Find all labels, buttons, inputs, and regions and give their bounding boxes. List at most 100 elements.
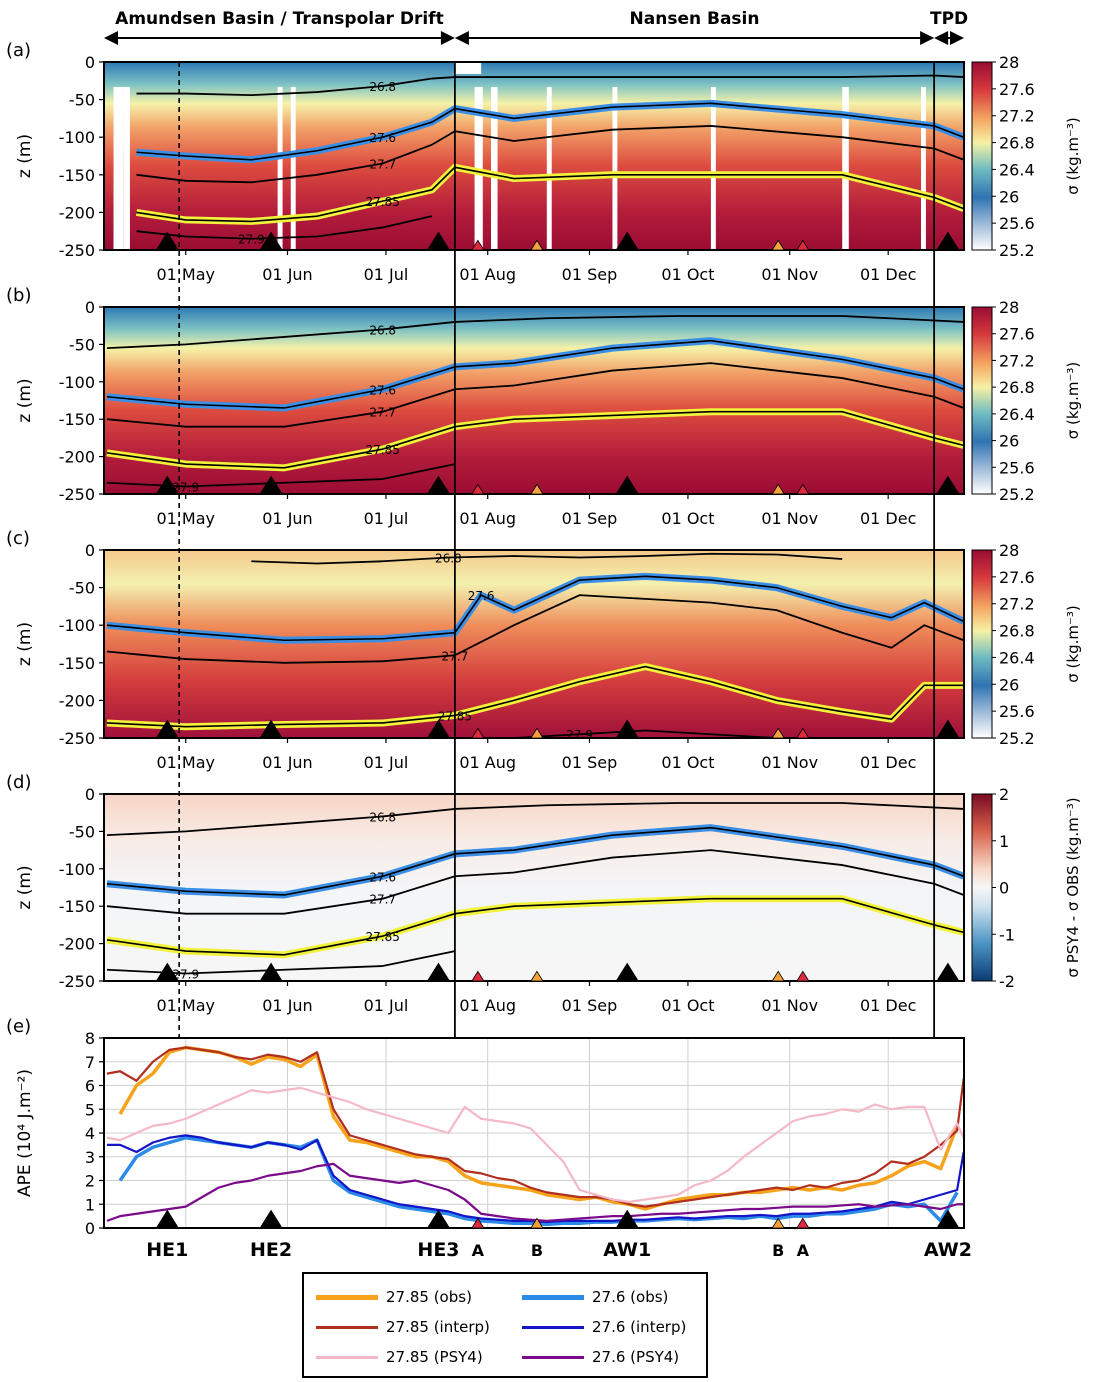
x-tick-label: 01 Jun <box>262 996 312 1015</box>
y-axis-label: z (m) <box>15 622 35 666</box>
contour-label: 27.6 <box>369 383 396 397</box>
event-marker <box>936 962 960 982</box>
contour-label: 27.6 <box>369 131 396 145</box>
isopycnal-27.7 <box>106 362 964 428</box>
panel-tag: (d) <box>6 772 31 793</box>
x-tick-label: 01 Oct <box>661 753 714 772</box>
event-marker <box>771 483 785 495</box>
panel-tag: (b) <box>6 285 31 306</box>
y-axis-label: z (m) <box>15 134 35 178</box>
contour-label: 27.85 <box>365 443 399 457</box>
isopycnal-line <box>106 897 964 956</box>
colorbar <box>971 306 993 495</box>
x-tick-label: 01 Jul <box>364 753 409 772</box>
event-marker <box>771 1217 785 1229</box>
data-gap <box>842 87 849 250</box>
isopycnal-line <box>106 826 964 896</box>
event-label: B <box>531 1241 543 1260</box>
panel-tag: (c) <box>6 528 30 549</box>
region-arrow-head <box>920 31 935 45</box>
colorbar-tick-label: 25.2 <box>999 729 1035 748</box>
data-gap <box>491 87 498 250</box>
y-tick-label: 1 <box>85 1195 95 1214</box>
colorbar <box>971 549 993 739</box>
panel-tag: (e) <box>6 1016 31 1037</box>
legend-item: 27.6 (interp) <box>522 1312 686 1342</box>
legend: 27.85 (obs) 27.6 (obs) 27.85 (interp) 27… <box>302 1272 708 1378</box>
isopycnal-line <box>106 665 964 728</box>
y-tick-label: -100 <box>59 860 95 879</box>
event-marker <box>259 962 283 982</box>
colorbar-tick-label: 26.4 <box>999 160 1035 179</box>
x-tick-label: 01 May <box>156 265 215 284</box>
y-axis-label: z (m) <box>15 378 35 422</box>
contour-label: 27.85 <box>365 195 399 209</box>
data-gap <box>454 62 482 74</box>
x-tick-label: 01 Aug <box>459 265 516 284</box>
colorbar-tick-label: 27.6 <box>999 80 1035 99</box>
y-tick-label: 4 <box>85 1124 95 1143</box>
x-tick-label: 01 Jul <box>364 996 409 1015</box>
event-label: HE1 <box>146 1239 188 1261</box>
y-tick-label: -50 <box>69 335 95 354</box>
event-marker <box>936 1209 960 1229</box>
contour-label: 27.6 <box>369 870 396 884</box>
x-tick-label: 01 Aug <box>459 753 516 772</box>
x-tick-label: 01 Jun <box>262 509 312 528</box>
y-tick-label: -150 <box>59 897 95 916</box>
x-tick-label: 01 Jul <box>364 265 409 284</box>
colorbar-tick-label: 27.2 <box>999 351 1035 370</box>
colorbar-tick-label: 27.6 <box>999 325 1035 344</box>
event-marker <box>259 231 283 251</box>
x-tick-label: 01 Jul <box>364 509 409 528</box>
x-tick-label: 01 May <box>156 996 215 1015</box>
region-arrow-head <box>454 31 469 45</box>
region-label: TPD <box>930 9 968 29</box>
x-tick-label: 01 Jun <box>262 265 312 284</box>
region-arrow-head <box>104 31 118 45</box>
y-tick-label: 0 <box>85 785 95 804</box>
event-marker <box>259 475 283 495</box>
legend-swatch <box>316 1294 378 1300</box>
colorbar-tick-label: 26.8 <box>999 134 1035 153</box>
contour-label: 26.8 <box>369 810 396 824</box>
colorbar-tick-label: 25.2 <box>999 485 1035 504</box>
colorbar-tick-label: -2 <box>999 972 1015 991</box>
isopycnal-26.8 <box>251 552 843 565</box>
legend-swatch <box>522 1294 584 1300</box>
colorbar-tick-label: 28 <box>999 53 1019 72</box>
ape-series <box>118 1045 959 1211</box>
colorbar-tick-label: 25.2 <box>999 241 1035 260</box>
colorbar-tick-label: 25.6 <box>999 214 1035 233</box>
colorbar-tick-label: 25.6 <box>999 702 1035 721</box>
contour-label: 26.8 <box>369 80 396 94</box>
legend-swatch <box>316 1325 378 1329</box>
isopycnal-line <box>106 410 964 469</box>
event-marker <box>530 483 544 495</box>
event-marker <box>771 239 785 251</box>
isopycnal-line <box>106 575 965 642</box>
isopycnal-27.9 <box>106 463 456 488</box>
colorbar-tick-label: 1 <box>999 832 1009 851</box>
legend-swatch <box>522 1355 584 1359</box>
x-tick-label: 01 Dec <box>860 753 916 772</box>
event-marker <box>155 475 180 495</box>
isopycnal-27.9 <box>106 950 456 975</box>
region-arrow-head <box>950 31 964 45</box>
y-tick-label: 0 <box>85 541 95 560</box>
x-tick-label: 01 Aug <box>459 996 516 1015</box>
event-marker <box>796 727 810 739</box>
colorbar-tick-label: 26.4 <box>999 648 1035 667</box>
y-tick-label: 7 <box>85 1053 95 1072</box>
legend-item: 27.85 (interp) <box>316 1312 490 1342</box>
y-tick-label: -100 <box>59 373 95 392</box>
y-tick-label: -250 <box>59 485 95 504</box>
event-marker <box>471 970 485 982</box>
event-marker <box>771 970 785 982</box>
ape-series <box>106 1046 965 1208</box>
isopycnal-27.7 <box>106 594 964 664</box>
legend-label: 27.85 (obs) <box>386 1288 472 1306</box>
x-tick-label: 01 May <box>156 753 215 772</box>
y-axis-label: APE (10⁴ J.m⁻²) <box>15 1069 35 1197</box>
